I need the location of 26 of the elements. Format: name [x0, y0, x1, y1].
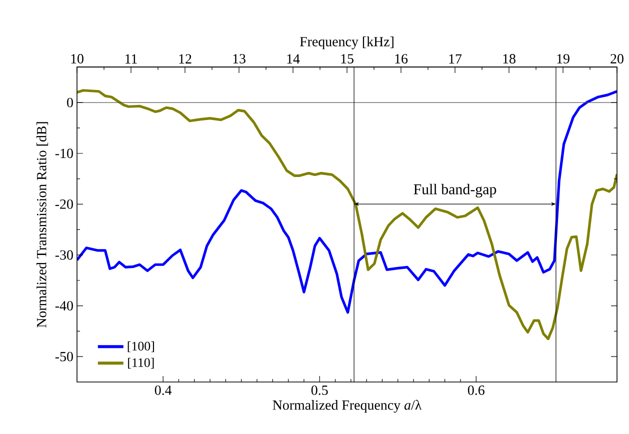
x2-tick-label: 11	[126, 54, 137, 64]
x2-tick-label: 18	[503, 54, 516, 64]
x2-tick-label: 10	[71, 54, 84, 64]
x2-tick-label: 17	[449, 54, 462, 64]
y-tick-label: -50	[55, 352, 73, 362]
x2-tick-label: 12	[179, 54, 192, 64]
x-tick-label: 0.6	[468, 386, 484, 395]
legend-label: [110]	[128, 358, 154, 369]
y-axis-title: Normalized Transmission Ratio [dB]	[36, 122, 48, 328]
x2-tick-label: 20	[610, 54, 624, 64]
x2-tick-label: 13	[233, 54, 246, 64]
y-tick-label: -20	[55, 199, 73, 209]
x-tick-label: 0.5	[311, 386, 328, 395]
x-tick-label: 0.4	[154, 386, 172, 395]
y-tick-label: -40	[55, 301, 73, 310]
x2-axis-title: Frequency [kHz]	[300, 36, 394, 50]
legend-label: [100]	[128, 341, 154, 352]
x2-tick-label: 15	[341, 54, 354, 64]
y-tick-label: -10	[55, 148, 73, 158]
x-axis-title: Normalized Frequency a/λ	[272, 400, 422, 413]
x2-tick-label: 16	[395, 54, 408, 64]
x2-tick-label: 14	[287, 54, 300, 64]
annotation: Full band-gap	[414, 184, 496, 198]
y-tick-label: 0	[67, 98, 73, 108]
y-tick-label: -30	[55, 250, 73, 260]
x2-tick-label: 19	[557, 54, 570, 64]
